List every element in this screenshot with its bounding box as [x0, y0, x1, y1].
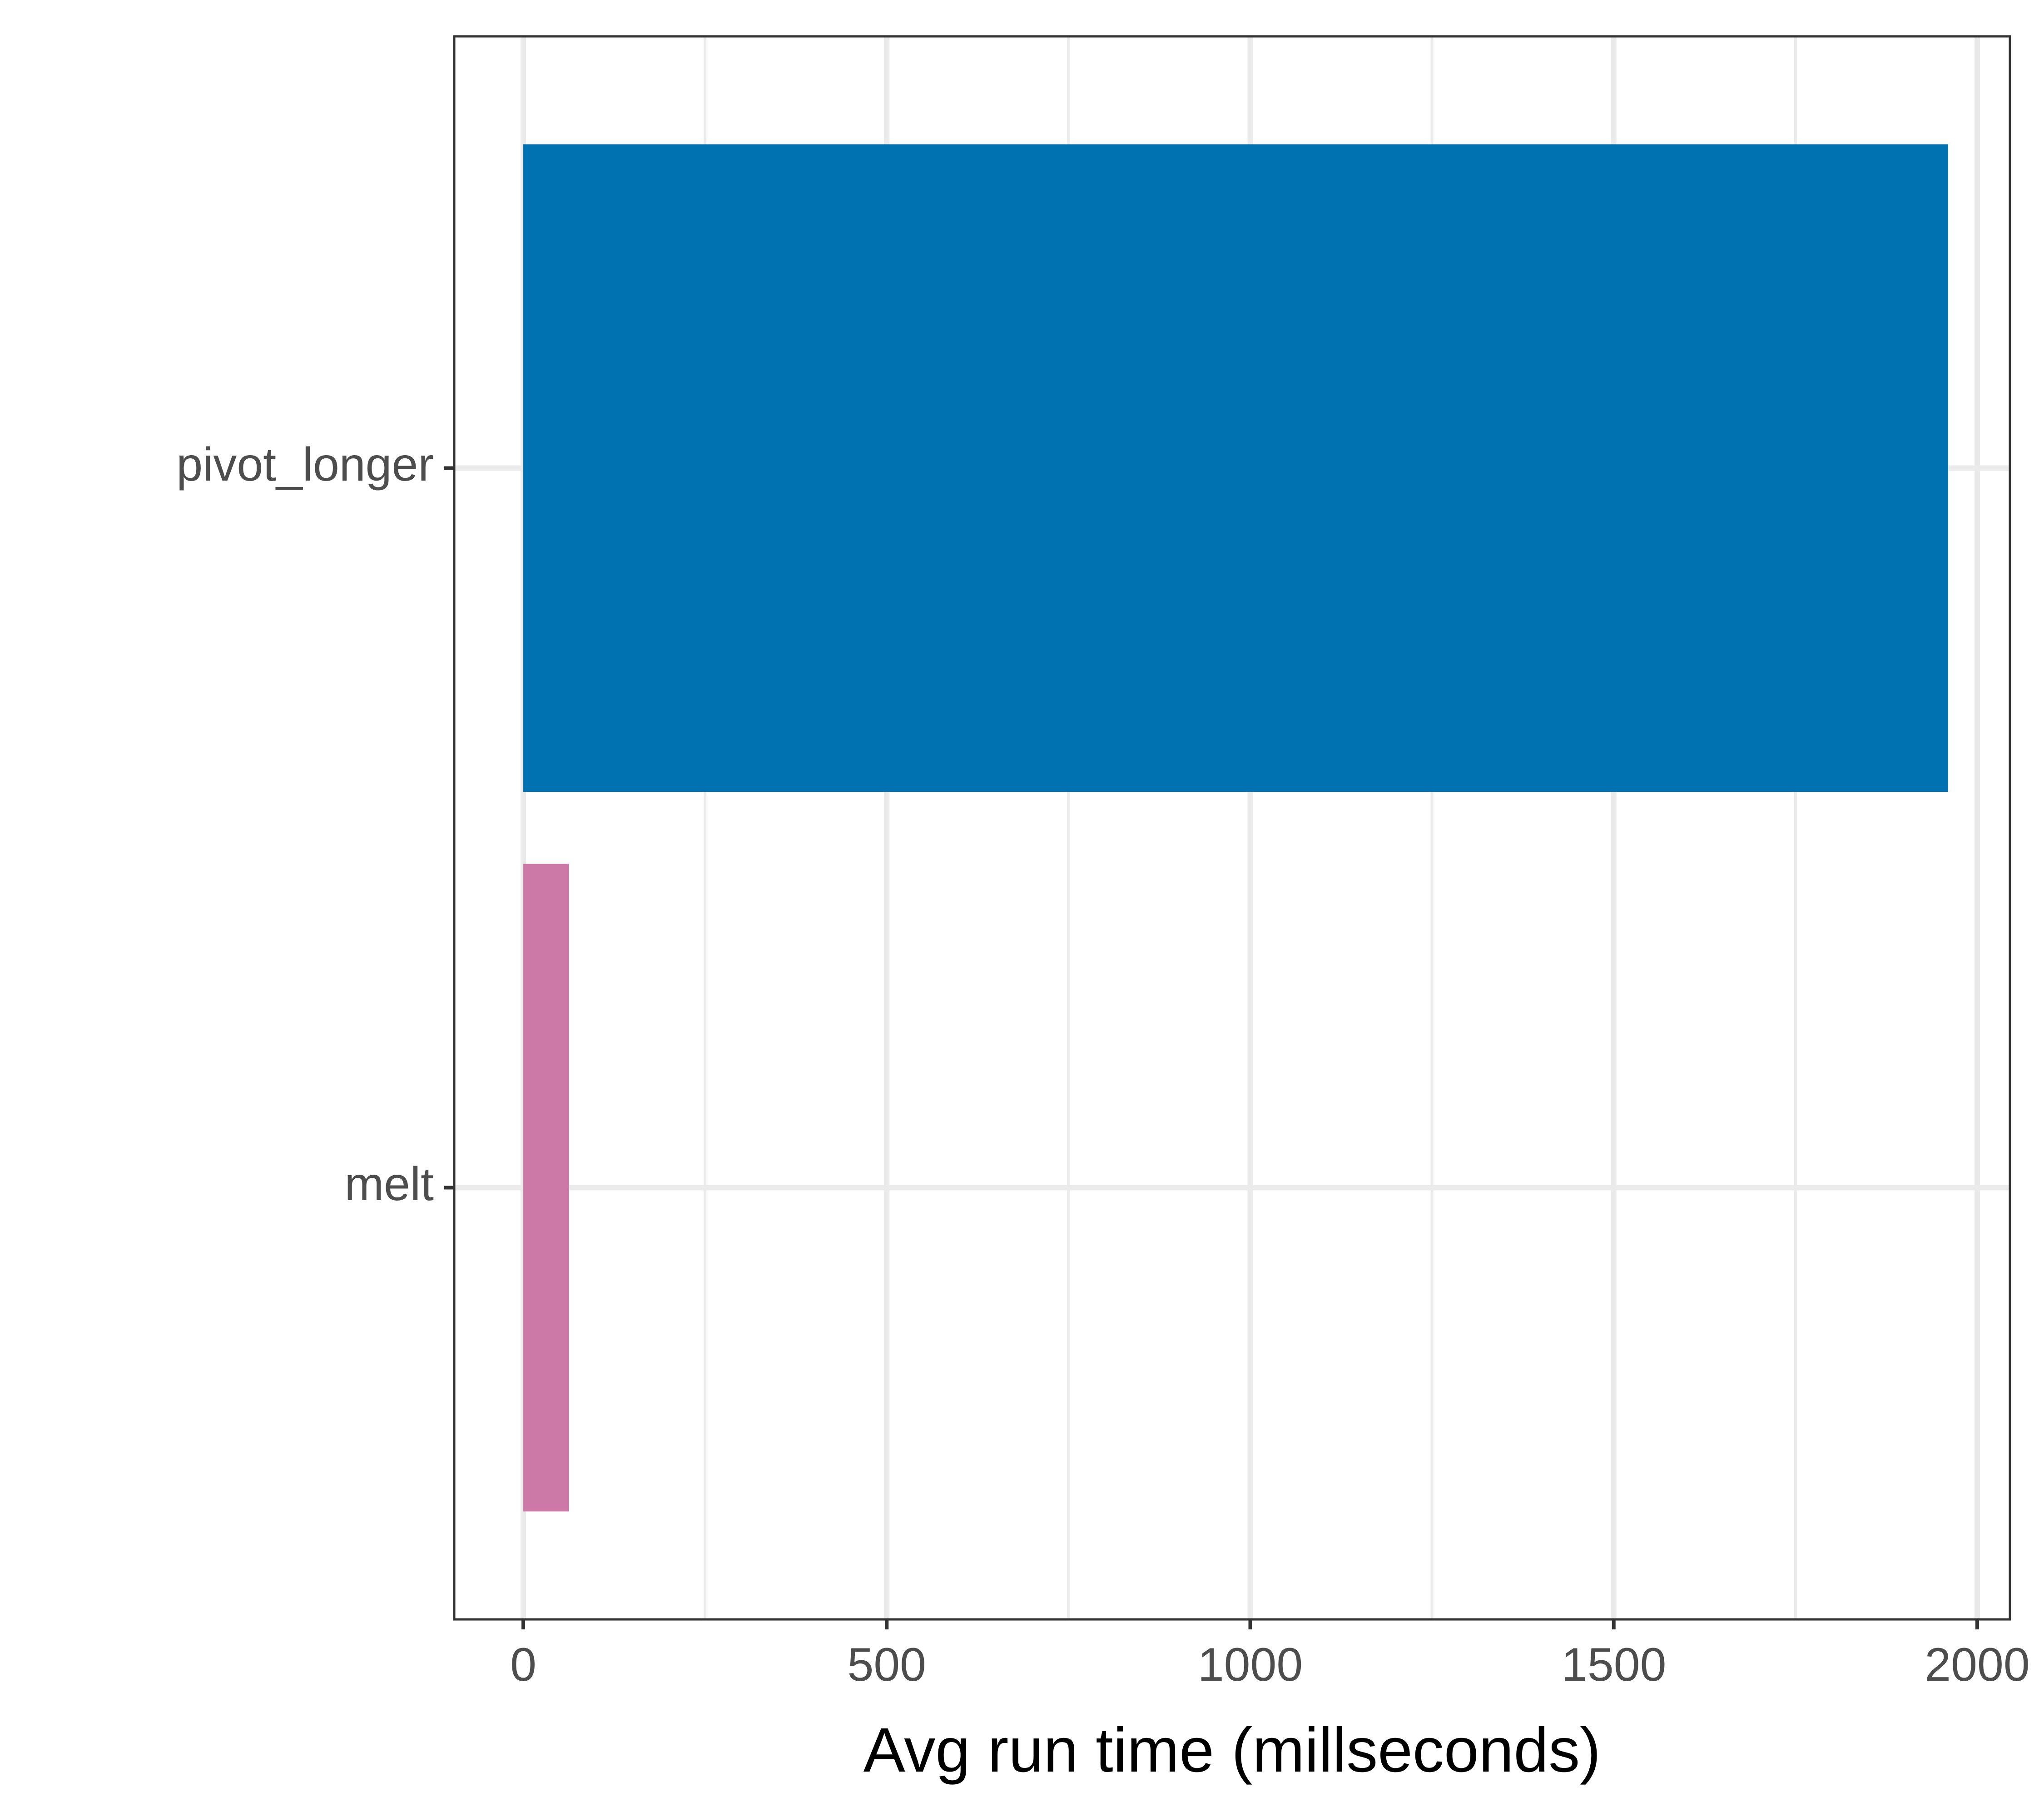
- x-tick-label: 1000: [1198, 1638, 1303, 1691]
- y-tick-label: pivot_longer: [176, 438, 434, 491]
- bar-pivot-longer: [523, 144, 1948, 792]
- x-tick-label: 500: [848, 1638, 927, 1691]
- x-axis-title: Avg run time (millseconds): [863, 1715, 1601, 1785]
- bars: [523, 144, 1948, 1512]
- y-tick-label: melt: [345, 1158, 434, 1211]
- bar-melt: [523, 864, 569, 1512]
- x-tick-label: 1500: [1561, 1638, 1666, 1691]
- panel-border: [453, 35, 2011, 1621]
- x-tick-label: 2000: [1925, 1638, 2029, 1691]
- x-tick-label: 0: [510, 1638, 536, 1691]
